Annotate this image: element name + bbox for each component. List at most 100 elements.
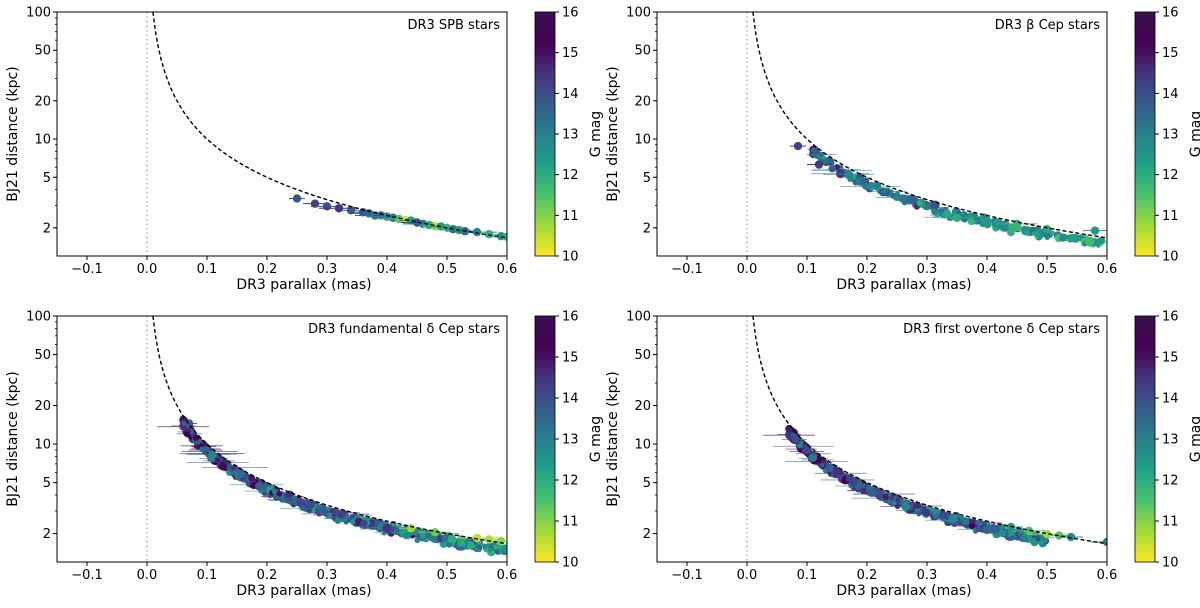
y-tick-label: 5 xyxy=(43,171,51,186)
data-point xyxy=(901,502,910,511)
colorbar-label: G mag xyxy=(1188,416,1200,462)
panel-title: DR3 β Cep stars xyxy=(995,18,1101,33)
x-tick-label: 0.0 xyxy=(737,262,758,277)
colorbar-tick-label: 10 xyxy=(562,556,579,571)
data-point xyxy=(293,194,301,202)
data-point xyxy=(826,465,833,472)
x-tick-label: 0.4 xyxy=(977,262,998,277)
colorbar-tick-label: 11 xyxy=(562,209,579,224)
colorbar xyxy=(535,12,555,256)
data-point xyxy=(983,524,991,532)
data-point xyxy=(976,520,983,527)
data-point xyxy=(477,544,483,550)
data-point xyxy=(860,178,867,185)
data-point xyxy=(219,462,227,470)
data-point xyxy=(1068,234,1076,242)
data-point xyxy=(817,155,823,161)
data-point xyxy=(860,488,867,495)
y-tick-label: 20 xyxy=(634,399,651,414)
x-tick-label: 0.2 xyxy=(857,262,878,277)
data-point xyxy=(901,195,909,203)
x-tick-label: 0.3 xyxy=(917,262,938,277)
data-point xyxy=(489,544,494,549)
y-tick-label: 2 xyxy=(43,221,51,236)
colorbar-tick-label: 16 xyxy=(1162,6,1179,21)
data-point xyxy=(811,147,816,152)
colorbar xyxy=(535,316,555,562)
colorbar-tick-label: 10 xyxy=(1162,250,1179,265)
x-axis-label: DR3 parallax (mas) xyxy=(236,277,371,293)
colorbar-tick-label: 10 xyxy=(1162,556,1179,571)
x-tick-label: 0.4 xyxy=(377,262,398,277)
data-point xyxy=(1034,230,1040,236)
x-tick-label: −0.1 xyxy=(671,262,703,277)
data-point xyxy=(432,537,438,543)
x-tick-label: 0.2 xyxy=(257,568,278,583)
y-tick-label: 50 xyxy=(634,44,651,59)
data-point xyxy=(305,500,314,509)
data-point xyxy=(377,525,382,530)
data-point xyxy=(833,470,841,478)
y-tick-label: 5 xyxy=(643,171,651,186)
panel-1: −0.1 0.0 0.1 0.2 0.3 0.4 0.5 0.6 2 5 10 20 50 100 DR3 … xyxy=(605,6,1200,294)
data-point xyxy=(996,531,1001,536)
data-point xyxy=(893,194,900,201)
plot-area xyxy=(657,12,1107,256)
data-point xyxy=(1035,536,1040,541)
data-point xyxy=(867,183,873,189)
plot-area xyxy=(657,316,1107,562)
data-point xyxy=(199,446,205,452)
data-point xyxy=(933,509,939,515)
colorbar-tick-label: 12 xyxy=(562,474,579,489)
data-point xyxy=(895,498,900,503)
y-tick-label: 100 xyxy=(26,6,51,21)
y-tick-label: 5 xyxy=(643,476,651,491)
data-point xyxy=(483,544,488,549)
y-tick-label: 20 xyxy=(34,399,51,414)
x-tick-label: 0.0 xyxy=(137,568,158,583)
data-point xyxy=(503,545,510,552)
data-point xyxy=(1043,225,1051,233)
x-tick-label: 0.6 xyxy=(497,262,518,277)
colorbar-tick-label: 11 xyxy=(1162,515,1179,530)
x-axis-label: DR3 parallax (mas) xyxy=(836,277,971,293)
x-tick-label: 0.5 xyxy=(437,568,458,583)
data-point xyxy=(467,541,475,549)
x-tick-label: 0.3 xyxy=(317,262,338,277)
y-tick-label: 20 xyxy=(34,94,51,109)
colorbar-tick-label: 16 xyxy=(1162,310,1179,325)
x-tick-label: 0.2 xyxy=(857,568,878,583)
plot-area xyxy=(57,12,507,256)
colorbar-tick-label: 15 xyxy=(562,351,579,366)
x-tick-label: −0.1 xyxy=(671,568,703,583)
y-tick-label: 100 xyxy=(626,310,651,325)
colorbar-tick-label: 10 xyxy=(562,250,579,265)
x-tick-label: 0.4 xyxy=(377,568,398,583)
data-point xyxy=(493,545,498,550)
y-tick-label: 10 xyxy=(34,133,51,148)
data-point xyxy=(335,517,342,524)
y-tick-label: 10 xyxy=(634,438,651,453)
y-tick-label: 10 xyxy=(634,133,651,148)
data-point xyxy=(442,536,447,541)
colorbar-tick-label: 12 xyxy=(562,168,579,183)
x-tick-label: 0.2 xyxy=(257,262,278,277)
data-point xyxy=(917,200,923,206)
x-tick-label: 0.1 xyxy=(797,262,818,277)
colorbar-tick-label: 14 xyxy=(562,87,579,102)
colorbar-tick-label: 15 xyxy=(1162,46,1179,61)
data-point xyxy=(882,188,887,193)
y-tick-label: 2 xyxy=(43,527,51,542)
panel-title: DR3 SPB stars xyxy=(407,18,500,33)
panel-0: −0.1 0.0 0.1 0.2 0.3 0.4 0.5 0.6 2 5 10 20 50 100 DR3 … xyxy=(5,6,604,294)
x-axis-label: DR3 parallax (mas) xyxy=(836,583,971,599)
colorbar-tick-label: 11 xyxy=(562,515,579,530)
data-point xyxy=(473,228,481,236)
colorbar xyxy=(1135,12,1155,256)
x-axis-label: DR3 parallax (mas) xyxy=(236,583,371,599)
data-point xyxy=(815,160,823,168)
colorbar-tick-label: 15 xyxy=(1162,351,1179,366)
data-point xyxy=(335,204,343,212)
data-point xyxy=(998,221,1007,230)
y-axis-label: BJ21 distance (kpc) xyxy=(605,371,621,506)
